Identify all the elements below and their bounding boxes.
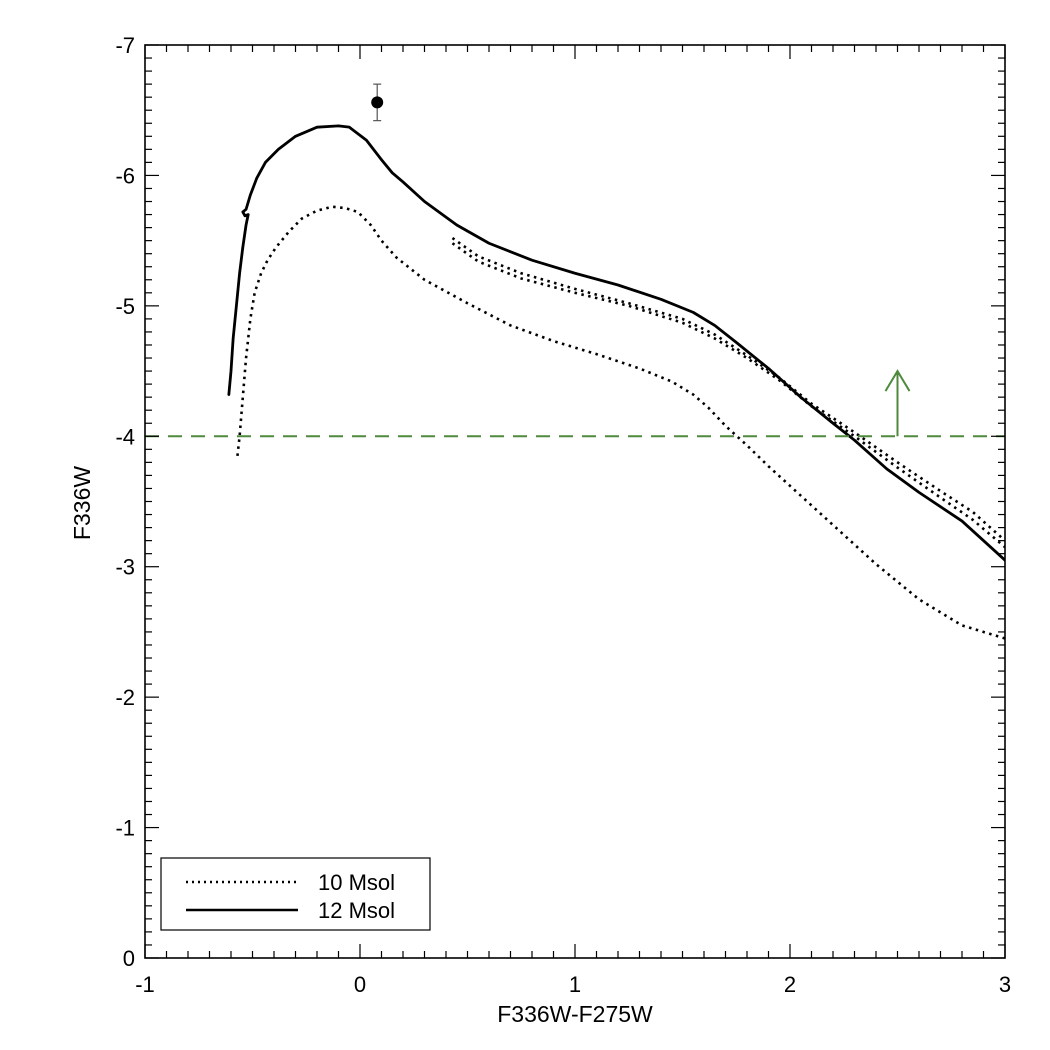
y-axis-title: F336W: [69, 466, 95, 540]
data-point: [371, 96, 384, 109]
legend-label-10-msol: 10 Msol: [318, 870, 395, 895]
y-tick-label: -2: [115, 685, 135, 710]
x-tick-label: 1: [569, 972, 581, 997]
series-line-12-msol-segment-1: [227, 124, 1005, 562]
plot-series: [227, 124, 1005, 640]
x-tick-label: -1: [135, 972, 155, 997]
arrow-head: [884, 369, 911, 392]
y-tick-label: 0: [123, 946, 135, 971]
x-tick-label: 0: [354, 972, 366, 997]
plot-annotations: [145, 83, 1005, 438]
y-tick-label: -1: [115, 816, 135, 841]
legend-label-12-msol: 12 Msol: [318, 898, 395, 923]
y-tick-label: -7: [115, 33, 135, 58]
y-tick-label: -4: [115, 424, 135, 449]
x-tick-label: 3: [999, 972, 1011, 997]
x-axis-title: F336W-F275W: [497, 1001, 653, 1027]
legend: 10 Msol 12 Msol: [160, 857, 431, 931]
x-tick-label: 2: [784, 972, 796, 997]
y-tick-label: -6: [115, 163, 135, 188]
series-line-10-msol-segment-3: [451, 242, 1005, 549]
legend-box: [160, 857, 431, 931]
y-tick-label: -3: [115, 555, 135, 580]
y-tick-label: -5: [115, 294, 135, 319]
plot-axes: -1 0 1 2 30-1-2-3-4-5-6-7: [115, 33, 1011, 997]
